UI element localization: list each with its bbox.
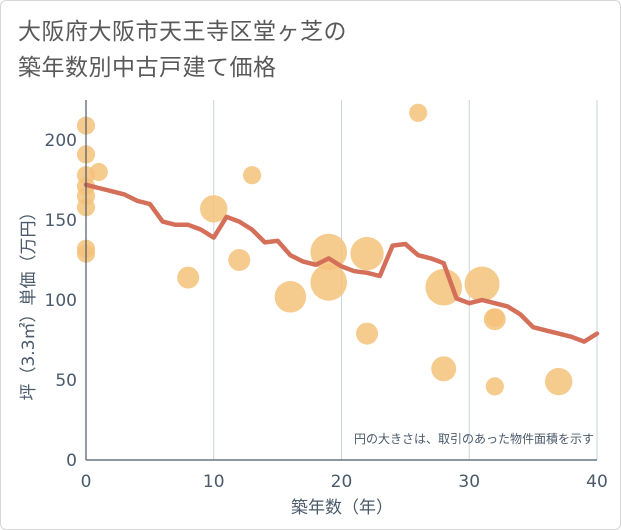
x-axis-label: 築年数（年） xyxy=(291,498,393,518)
bubble-point xyxy=(242,166,262,185)
bubble-point xyxy=(409,103,428,122)
line-layer xyxy=(83,182,600,344)
chart-title: 大阪府大阪市天王寺区堂ヶ芝の 築年数別中古戸建て価格 xyxy=(18,14,578,86)
x-tick-label: 0 xyxy=(81,472,92,492)
bubble-point xyxy=(350,236,384,271)
axes: 0 10 20 30 40 0 50 100 150 200 xyxy=(45,100,608,492)
bubble-point xyxy=(485,377,504,396)
bubble-point xyxy=(431,356,457,382)
y-axis-label: 坪（3.3㎡）単価（万円） xyxy=(19,203,39,400)
y-tick-label: 0 xyxy=(66,451,77,471)
y-tick-label: 50 xyxy=(55,371,77,391)
bubble-point xyxy=(425,268,463,306)
bubble-point xyxy=(89,162,108,182)
average-price-line xyxy=(83,182,600,344)
bubble-point xyxy=(200,195,228,223)
bubble-point xyxy=(310,264,348,301)
bubble-point xyxy=(177,266,200,289)
grid-lines xyxy=(213,100,598,460)
bubble-point xyxy=(464,266,500,302)
x-tick-label: 30 xyxy=(458,472,480,492)
x-tick-label: 10 xyxy=(203,472,225,492)
chart-title-line2: 築年数別中古戸建て価格 xyxy=(18,55,277,81)
bubble-point xyxy=(356,322,379,345)
bubble-point xyxy=(274,281,307,313)
bubble-point xyxy=(228,248,251,272)
bubble-size-note: 円の大きさは、取引のあった物件面積を示す xyxy=(354,431,594,446)
y-tick-label: 100 xyxy=(45,291,77,311)
bubble-layer xyxy=(76,103,573,396)
y-tick-label: 200 xyxy=(45,131,77,151)
y-tick-label: 150 xyxy=(45,211,77,231)
chart-title-line1: 大阪府大阪市天王寺区堂ヶ芝の xyxy=(18,19,347,45)
bubble-point xyxy=(485,308,504,327)
x-tick-label: 40 xyxy=(586,472,608,492)
x-tick-label: 20 xyxy=(331,472,353,492)
bubble-point xyxy=(544,367,573,396)
